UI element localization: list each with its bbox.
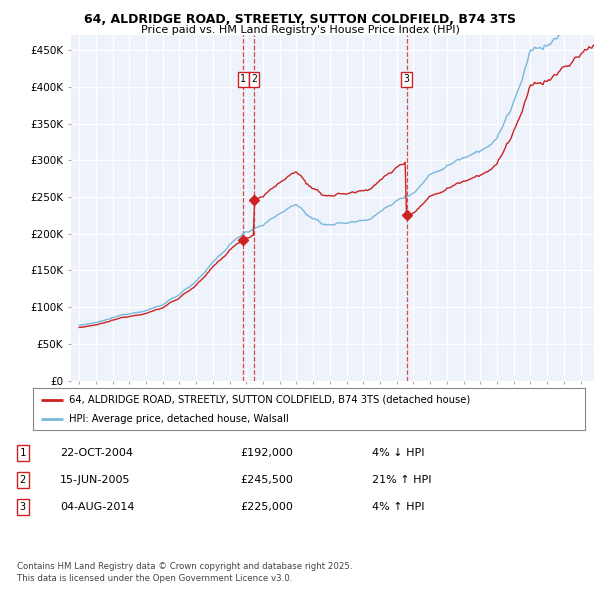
Text: 1: 1 [240,74,246,84]
Text: Price paid vs. HM Land Registry's House Price Index (HPI): Price paid vs. HM Land Registry's House … [140,25,460,35]
Text: £225,000: £225,000 [240,503,293,512]
Text: 64, ALDRIDGE ROAD, STREETLY, SUTTON COLDFIELD, B74 3TS: 64, ALDRIDGE ROAD, STREETLY, SUTTON COLD… [84,13,516,26]
Text: 3: 3 [20,503,26,512]
Text: 21% ↑ HPI: 21% ↑ HPI [372,476,431,485]
Text: 22-OCT-2004: 22-OCT-2004 [60,448,133,458]
Text: 2: 2 [20,476,26,485]
Text: 4% ↑ HPI: 4% ↑ HPI [372,503,425,512]
Text: 04-AUG-2014: 04-AUG-2014 [60,503,134,512]
Text: Contains HM Land Registry data © Crown copyright and database right 2025.
This d: Contains HM Land Registry data © Crown c… [17,562,352,583]
Text: 1: 1 [20,448,26,458]
Text: £245,500: £245,500 [240,476,293,485]
Text: HPI: Average price, detached house, Walsall: HPI: Average price, detached house, Wals… [69,414,289,424]
Text: 4% ↓ HPI: 4% ↓ HPI [372,448,425,458]
Text: 64, ALDRIDGE ROAD, STREETLY, SUTTON COLDFIELD, B74 3TS (detached house): 64, ALDRIDGE ROAD, STREETLY, SUTTON COLD… [69,395,470,405]
Text: 3: 3 [404,74,410,84]
Text: 15-JUN-2005: 15-JUN-2005 [60,476,131,485]
Text: 2: 2 [251,74,257,84]
Text: £192,000: £192,000 [240,448,293,458]
